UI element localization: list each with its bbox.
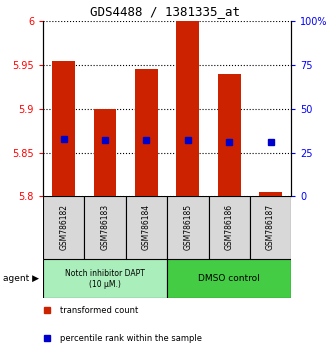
Text: GSM786183: GSM786183	[101, 204, 110, 250]
Bar	[94, 109, 117, 196]
Text: DMSO control: DMSO control	[198, 274, 260, 283]
Bar	[218, 74, 241, 196]
Text: GSM786186: GSM786186	[225, 204, 234, 250]
Bar	[84, 196, 126, 259]
Text: GSM786185: GSM786185	[183, 204, 192, 250]
Bar	[43, 196, 84, 259]
Bar	[52, 61, 75, 196]
Bar	[167, 196, 209, 259]
Bar	[209, 196, 250, 259]
Bar	[167, 259, 291, 298]
Bar	[259, 192, 282, 196]
Text: agent ▶: agent ▶	[3, 274, 39, 283]
Text: GSM786187: GSM786187	[266, 204, 275, 250]
Text: GSM786184: GSM786184	[142, 204, 151, 250]
Text: Notch inhibitor DAPT
(10 μM.): Notch inhibitor DAPT (10 μM.)	[65, 269, 145, 289]
Bar	[176, 21, 199, 196]
Bar	[126, 196, 167, 259]
Text: transformed count: transformed count	[60, 306, 138, 315]
Bar	[43, 259, 167, 298]
Bar	[250, 196, 291, 259]
Text: GDS4488 / 1381335_at: GDS4488 / 1381335_at	[90, 5, 241, 18]
Text: GSM786182: GSM786182	[59, 204, 68, 250]
Text: percentile rank within the sample: percentile rank within the sample	[60, 333, 202, 343]
Bar	[135, 69, 158, 196]
